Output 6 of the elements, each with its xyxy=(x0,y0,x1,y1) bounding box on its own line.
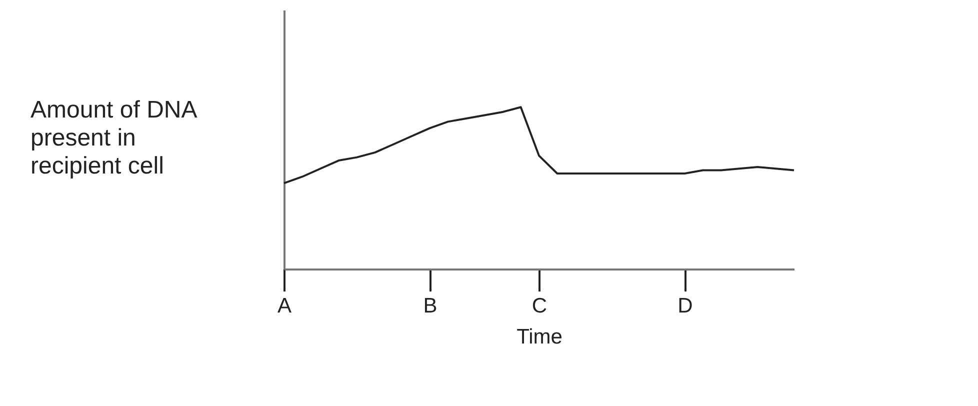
x-tick-label: C xyxy=(532,294,548,318)
y-axis-title: Amount of DNA present in recipient cell xyxy=(30,96,198,180)
x-tick-label: D xyxy=(678,294,693,318)
x-axis-title: Time xyxy=(516,326,562,348)
x-tick-label: B xyxy=(423,294,438,318)
x-tick-label: A xyxy=(277,294,292,318)
